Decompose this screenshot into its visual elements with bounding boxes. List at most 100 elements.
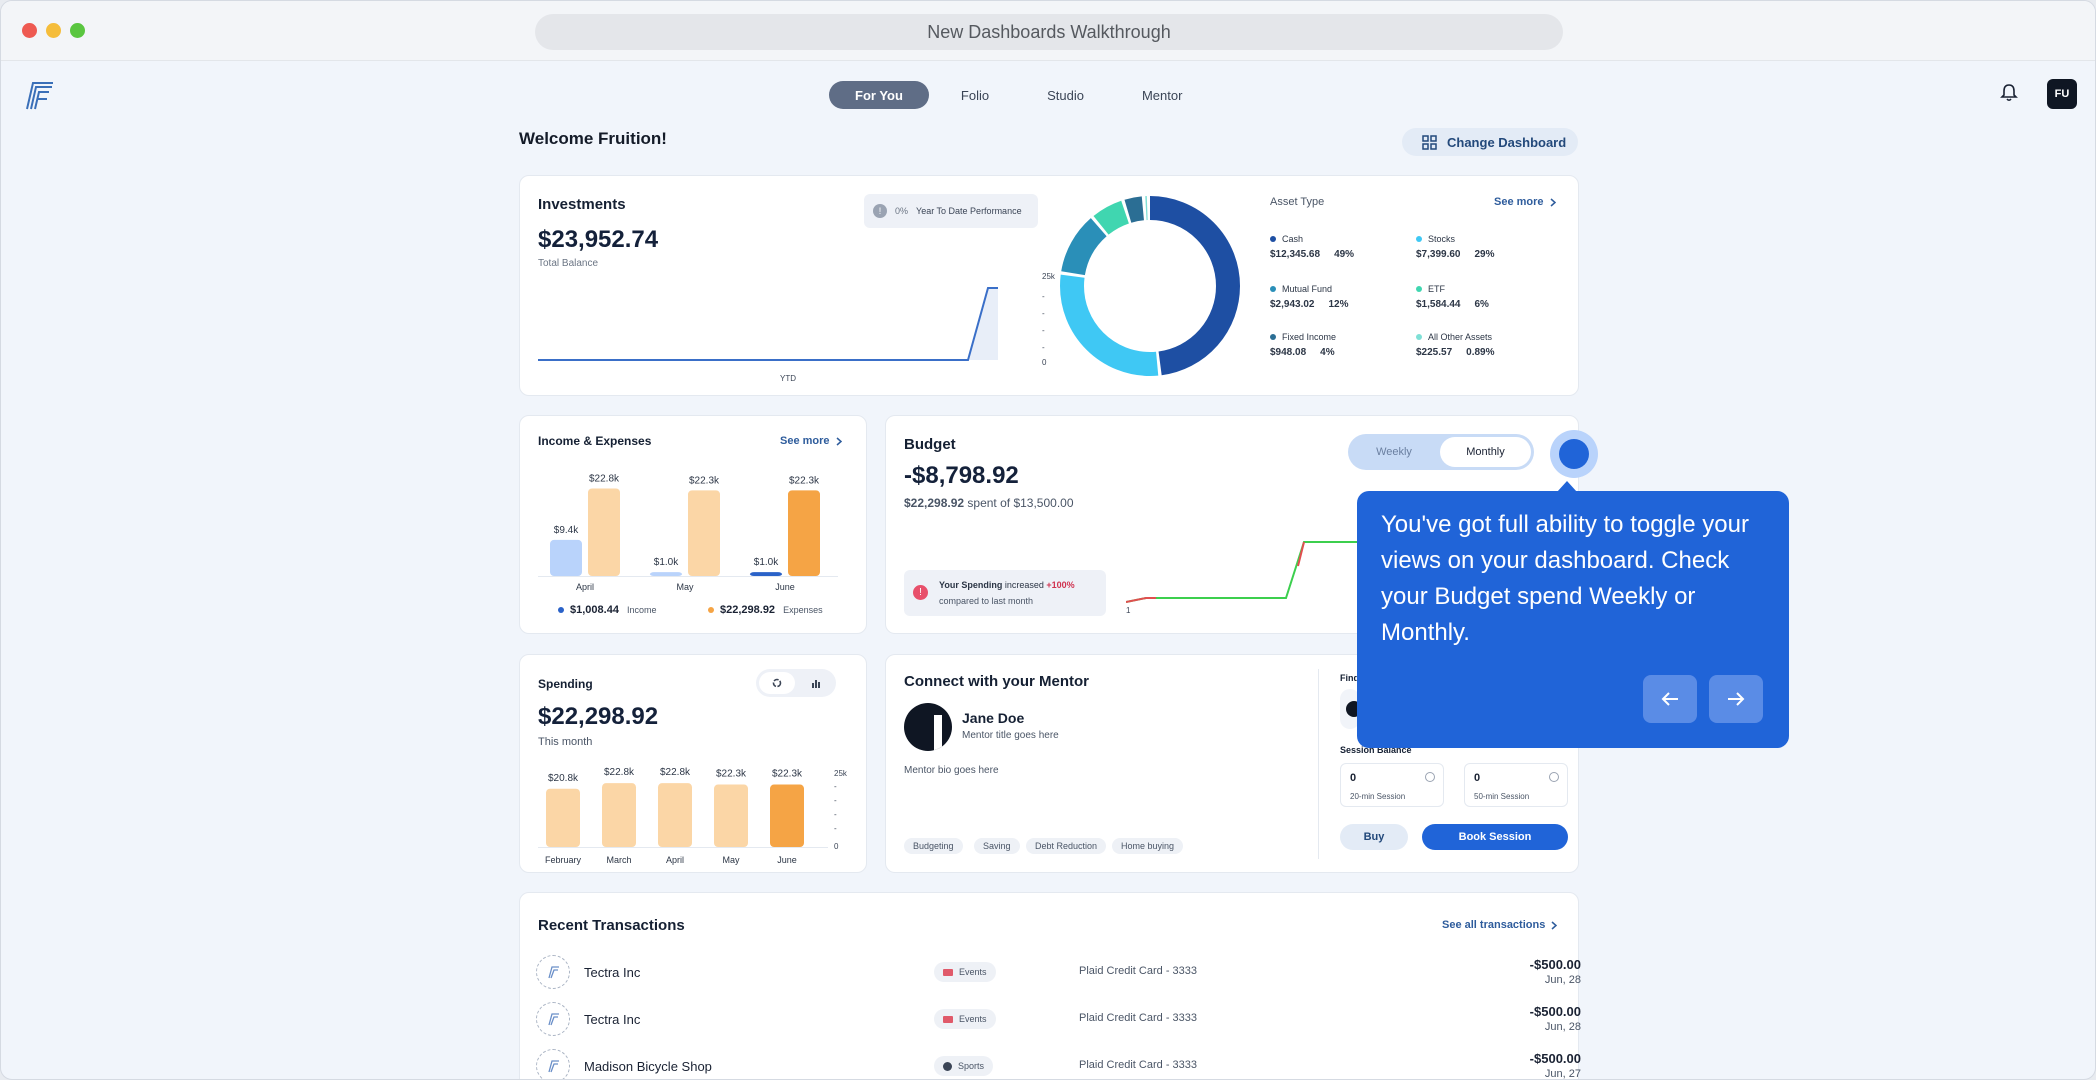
asset-item-cash: Cash $12,345.68 49% bbox=[1270, 234, 1354, 260]
bar-view-toggle[interactable] bbox=[798, 672, 834, 694]
popover-prev-button[interactable] bbox=[1643, 675, 1697, 723]
alert-icon: ! bbox=[913, 585, 928, 600]
fruition-logo-icon[interactable] bbox=[21, 79, 55, 111]
user-avatar[interactable]: FU bbox=[2047, 79, 2077, 109]
category-label: Events bbox=[959, 1014, 987, 1024]
bar-chart-icon bbox=[812, 680, 820, 688]
mentor-tag: Saving bbox=[974, 838, 1020, 854]
legend-dot-icon bbox=[1270, 286, 1276, 292]
avatar-accent bbox=[934, 715, 942, 751]
address-bar[interactable]: New Dashboards Walkthrough bbox=[535, 14, 1563, 50]
investments-line bbox=[538, 287, 998, 361]
asset-value: $1,584.44 bbox=[1416, 299, 1461, 310]
tab-mentor[interactable]: Mentor bbox=[1141, 87, 1183, 103]
spending-y-tick: - bbox=[834, 810, 837, 819]
investments-area bbox=[538, 288, 998, 360]
asset-name: Mutual Fund bbox=[1282, 284, 1333, 294]
spending-card: Spending $22,298.92 This month $20.8k Feb… bbox=[519, 654, 867, 873]
spending-y-tick: - bbox=[834, 824, 837, 833]
expense-legend: $22,298.92 Expenses bbox=[708, 604, 823, 616]
buy-button[interactable]: Buy bbox=[1340, 824, 1408, 850]
main-nav: For You Folio Studio Mentor bbox=[829, 81, 1208, 109]
change-dashboard-label: Change Dashboard bbox=[1447, 134, 1567, 150]
category-label: Sports bbox=[958, 1061, 985, 1071]
income-bar bbox=[750, 572, 782, 576]
session-20-label: 20-min Session bbox=[1350, 792, 1406, 801]
grid-icon bbox=[1422, 134, 1437, 150]
monthly-toggle-option[interactable]: Monthly bbox=[1440, 437, 1531, 467]
arrow-right-icon bbox=[1728, 692, 1745, 706]
mentor-card-title: Connect with your Mentor bbox=[904, 673, 1089, 690]
session-50-count: 0 bbox=[1474, 772, 1481, 784]
book-session-button[interactable]: Book Session bbox=[1422, 824, 1568, 850]
budget-x-first: 1 bbox=[1126, 606, 1131, 615]
asset-type-title: Asset Type bbox=[1270, 196, 1325, 208]
donut-slice-stocks bbox=[1060, 196, 1240, 376]
mentor-avatar bbox=[904, 703, 952, 751]
tab-studio[interactable]: Studio bbox=[1047, 87, 1084, 103]
transaction-amount: -$500.00 bbox=[1529, 957, 1581, 972]
walkthrough-highlight[interactable] bbox=[1550, 430, 1598, 478]
expense-bar bbox=[688, 490, 720, 576]
spending-note-d: compared to last month bbox=[939, 596, 1034, 606]
income-expenses-bar-chart: $9.4k $22.8k April $1.0k $22.3k May $1.0k $22.3… bbox=[538, 473, 838, 592]
clock-icon bbox=[1425, 772, 1435, 782]
investments-title: Investments bbox=[538, 196, 626, 213]
income-legend-label: Income bbox=[626, 605, 657, 615]
income-see-more-link[interactable]: See more bbox=[780, 435, 842, 447]
close-window-button[interactable] bbox=[22, 23, 37, 38]
spending-amount: $22,298.92 bbox=[538, 703, 659, 730]
budget-period-toggle: Weekly Monthly bbox=[1348, 434, 1534, 470]
expense-bar-label: $22.3k bbox=[789, 475, 820, 486]
transactions-title: Recent Transactions bbox=[538, 917, 685, 934]
spending-note-c: +100% bbox=[1046, 580, 1075, 590]
find-label: Find bbox=[1340, 673, 1359, 683]
investments-balance: $23,952.74 bbox=[538, 226, 659, 253]
arrow-left-icon bbox=[1661, 692, 1678, 706]
popover-pointer bbox=[1557, 481, 1577, 492]
income-bar-label: $9.4k bbox=[554, 525, 579, 536]
month-tick-label: June bbox=[775, 582, 795, 592]
asset-pct: 4% bbox=[1320, 347, 1335, 358]
maximize-window-button[interactable] bbox=[70, 23, 85, 38]
see-all-transactions-link[interactable]: See all transactions bbox=[1442, 919, 1558, 931]
transaction-row[interactable]: Madison Bicycle Shop Sports Plaid Credit… bbox=[536, 1045, 1581, 1079]
expense-legend-label: Expenses bbox=[783, 605, 823, 615]
asset-pct: 12% bbox=[1328, 299, 1349, 310]
month-tick-label: March bbox=[606, 855, 631, 865]
transaction-row[interactable]: Tectra Inc Events Plaid Credit Card - 33… bbox=[536, 998, 1581, 1044]
spending-note-a: Your Spending bbox=[939, 580, 1003, 590]
spending-y-zero: 0 bbox=[834, 842, 839, 851]
change-dashboard-button[interactable]: Change Dashboard bbox=[1402, 128, 1578, 156]
income-expenses-title: Income & Expenses bbox=[538, 434, 652, 448]
investments-card: Investments $23,952.74 Total Balance ! 0… bbox=[519, 175, 1579, 396]
bell-icon[interactable] bbox=[1999, 83, 2019, 103]
session-20-box: 0 20-min Session bbox=[1340, 763, 1444, 807]
minimize-window-button[interactable] bbox=[46, 23, 61, 38]
spending-bar-label: $22.3k bbox=[772, 769, 803, 780]
asset-value: $948.08 bbox=[1270, 347, 1307, 358]
month-tick-label: May bbox=[722, 855, 740, 865]
transaction-amount-block: -$500.00 Jun, 27 bbox=[1530, 1051, 1581, 1079]
popover-next-button[interactable] bbox=[1709, 675, 1763, 723]
legend-dot-icon bbox=[1416, 334, 1422, 340]
expense-bar bbox=[588, 488, 620, 576]
tab-folio[interactable]: Folio bbox=[960, 87, 990, 103]
income-bar-label: $1.0k bbox=[654, 557, 679, 568]
weekly-toggle-option[interactable]: Weekly bbox=[1376, 446, 1412, 458]
mentor-tag: Home buying bbox=[1112, 838, 1184, 854]
chevron-right-icon bbox=[836, 436, 842, 446]
transaction-account: Plaid Credit Card - 3333 bbox=[1079, 965, 1198, 977]
budget-line-chart bbox=[1126, 541, 1366, 603]
asset-see-more-link[interactable]: See more bbox=[1494, 196, 1556, 208]
donut-view-toggle[interactable] bbox=[759, 672, 795, 694]
transaction-date: Jun, 28 bbox=[1544, 974, 1581, 986]
transaction-merchant: Tectra Inc bbox=[584, 1012, 641, 1027]
transaction-row[interactable]: Tectra Inc Events Plaid Credit Card - 33… bbox=[536, 951, 1581, 997]
month-tick-label: April bbox=[666, 855, 684, 865]
budget-amount: -$8,798.92 bbox=[904, 462, 1019, 489]
tab-for-you[interactable]: For You bbox=[829, 81, 929, 109]
investments-line-chart bbox=[538, 287, 998, 361]
budget-spent: $22,298.92 bbox=[904, 496, 965, 510]
